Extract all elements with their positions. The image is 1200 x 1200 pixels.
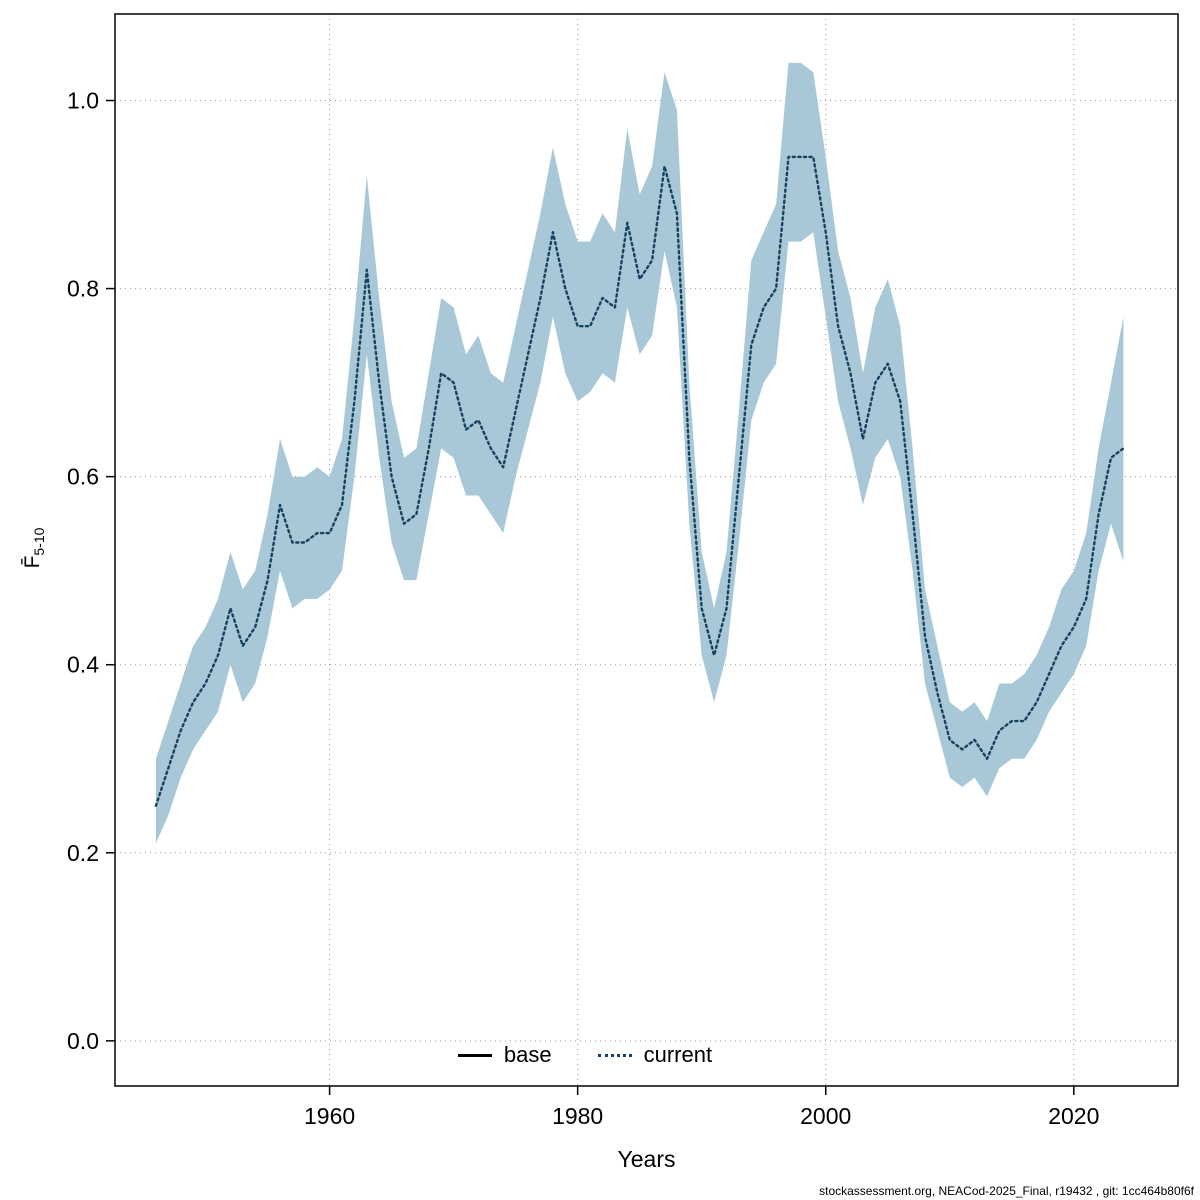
legend-label-current: current — [643, 1042, 713, 1067]
confidence-band — [155, 62, 1124, 844]
base-line-swatch — [457, 1053, 492, 1057]
x-tick-label: 2000 — [800, 1103, 851, 1129]
x-tick-label: 2020 — [1048, 1103, 1099, 1129]
y-tick-label: 0.8 — [67, 276, 99, 302]
footer-note: stockassessment.org, NEACod-2025_Final, … — [819, 1184, 1194, 1198]
x-tick-label: 1960 — [304, 1103, 355, 1129]
legend-label-base: base — [503, 1042, 552, 1067]
y-tick-label: 0.2 — [67, 840, 99, 866]
y-axis-label-main: F̄ — [20, 555, 44, 569]
x-tick-label: 1980 — [552, 1103, 603, 1129]
legend-item-current: current — [597, 1042, 713, 1068]
y-axis-label: F̄5-10 — [21, 528, 47, 569]
current-series-line — [154, 155, 1125, 807]
plot-border — [114, 13, 1179, 1087]
x-axis-label: Years — [617, 1146, 676, 1172]
y-tick-label: 1.0 — [67, 88, 99, 114]
y-axis-label-sub: 5-10 — [31, 527, 48, 556]
y-tick-label: 0.0 — [67, 1028, 99, 1054]
legend: base current — [0, 1042, 1170, 1068]
y-tick-label: 0.6 — [67, 464, 99, 490]
current-line-swatch — [597, 1053, 632, 1057]
y-tick-label: 0.4 — [67, 652, 99, 678]
legend-item-base: base — [457, 1042, 552, 1068]
